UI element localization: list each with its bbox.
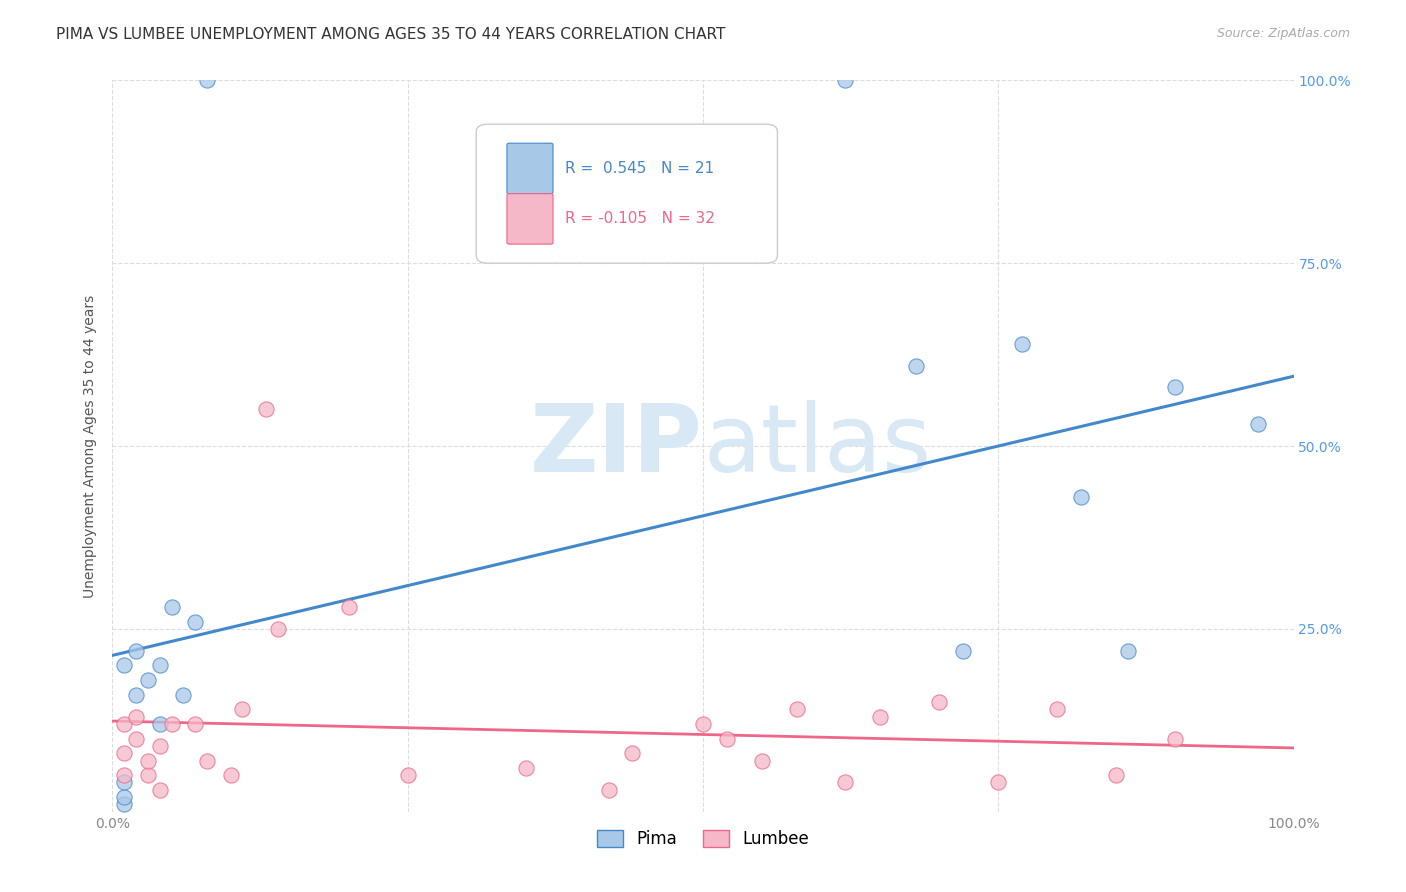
Point xyxy=(136,768,159,782)
Point xyxy=(184,717,207,731)
Text: atlas: atlas xyxy=(703,400,931,492)
Point xyxy=(172,688,194,702)
Text: R = -0.105   N = 32: R = -0.105 N = 32 xyxy=(565,211,714,227)
Point xyxy=(1164,380,1187,394)
Point xyxy=(786,702,808,716)
Point xyxy=(904,359,927,373)
Point xyxy=(1105,768,1128,782)
Point xyxy=(195,73,218,87)
Point xyxy=(716,731,738,746)
Point xyxy=(231,702,253,716)
Point xyxy=(112,775,135,789)
Point xyxy=(149,782,172,797)
Point xyxy=(515,761,537,775)
Text: ZIP: ZIP xyxy=(530,400,703,492)
Y-axis label: Unemployment Among Ages 35 to 44 years: Unemployment Among Ages 35 to 44 years xyxy=(83,294,97,598)
Point xyxy=(751,754,773,768)
Point xyxy=(952,644,974,658)
Point xyxy=(125,731,148,746)
Point xyxy=(834,73,856,87)
Point xyxy=(1164,731,1187,746)
Point xyxy=(112,790,135,805)
Point xyxy=(219,768,242,782)
Point xyxy=(1247,417,1270,431)
Point xyxy=(149,658,172,673)
Point xyxy=(267,622,290,636)
Point xyxy=(928,695,950,709)
Legend: Pima, Lumbee: Pima, Lumbee xyxy=(591,823,815,855)
Point xyxy=(112,658,135,673)
Point xyxy=(598,782,620,797)
Point xyxy=(112,717,135,731)
Text: PIMA VS LUMBEE UNEMPLOYMENT AMONG AGES 35 TO 44 YEARS CORRELATION CHART: PIMA VS LUMBEE UNEMPLOYMENT AMONG AGES 3… xyxy=(56,27,725,42)
Text: Source: ZipAtlas.com: Source: ZipAtlas.com xyxy=(1216,27,1350,40)
Point xyxy=(149,717,172,731)
Point xyxy=(112,797,135,812)
FancyBboxPatch shape xyxy=(477,124,778,263)
Point xyxy=(125,709,148,723)
Point xyxy=(184,615,207,629)
Point xyxy=(396,768,419,782)
Point xyxy=(337,599,360,614)
Point xyxy=(136,673,159,687)
Point xyxy=(621,746,644,760)
Point xyxy=(869,709,891,723)
Point xyxy=(149,739,172,753)
Point xyxy=(136,754,159,768)
Point xyxy=(1011,336,1033,351)
Point xyxy=(195,754,218,768)
Point xyxy=(987,775,1010,789)
FancyBboxPatch shape xyxy=(508,194,553,244)
Point xyxy=(692,717,714,731)
Point xyxy=(834,775,856,789)
Point xyxy=(112,746,135,760)
Text: R =  0.545   N = 21: R = 0.545 N = 21 xyxy=(565,161,714,176)
Point xyxy=(125,688,148,702)
Point xyxy=(1046,702,1069,716)
Point xyxy=(1116,644,1139,658)
Point xyxy=(125,644,148,658)
Point xyxy=(1070,490,1092,504)
Point xyxy=(160,717,183,731)
Point xyxy=(160,599,183,614)
Point xyxy=(112,768,135,782)
Point xyxy=(254,402,277,417)
FancyBboxPatch shape xyxy=(508,144,553,194)
